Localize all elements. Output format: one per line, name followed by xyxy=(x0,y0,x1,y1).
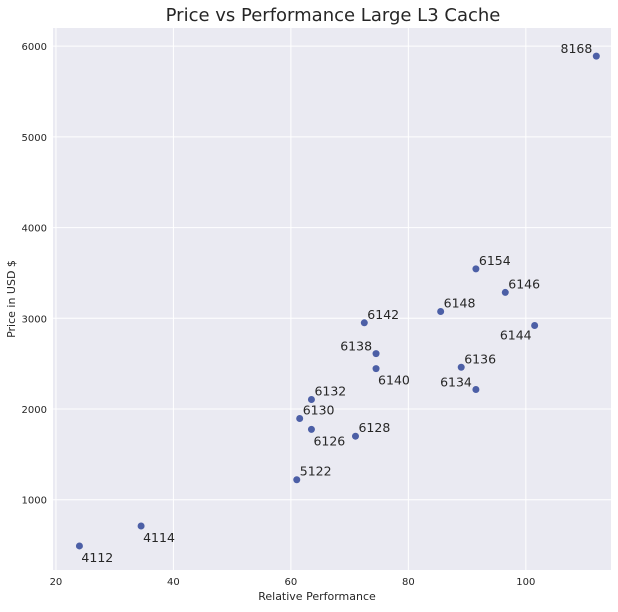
data-point xyxy=(501,288,509,296)
y-tick-labels: 1000 2000 3000 4000 5000 6000 xyxy=(22,42,47,507)
data-point xyxy=(296,415,304,423)
data-label: 4112 xyxy=(81,550,113,565)
x-tick-label: 20 xyxy=(50,577,63,588)
data-label: 4114 xyxy=(143,530,175,545)
y-tick-label: 5000 xyxy=(22,133,47,144)
data-label: 6146 xyxy=(508,276,540,291)
data-point xyxy=(75,542,83,550)
data-point xyxy=(372,350,380,358)
data-label: 6138 xyxy=(340,339,372,354)
grid xyxy=(53,28,611,570)
data-label: 5122 xyxy=(300,464,332,479)
data-label: 6126 xyxy=(313,433,345,448)
data-label: 6128 xyxy=(358,420,390,435)
data-label: 6130 xyxy=(303,403,335,418)
data-label: 8168 xyxy=(561,41,593,56)
data-point xyxy=(372,365,380,373)
data-labels: 8168 6154 6146 6148 6144 6142 6138 6140 6136 6134… xyxy=(81,41,592,565)
data-point xyxy=(472,385,480,393)
data-points xyxy=(75,52,600,550)
data-point xyxy=(137,522,145,530)
data-label: 6154 xyxy=(479,253,511,268)
x-tick-label: 60 xyxy=(285,577,298,588)
data-point xyxy=(351,432,359,440)
data-point xyxy=(592,52,600,60)
data-point xyxy=(293,476,301,484)
y-tick-label: 2000 xyxy=(22,405,47,416)
data-label: 6134 xyxy=(440,374,472,389)
data-label: 6132 xyxy=(314,383,346,398)
x-tick-label: 40 xyxy=(167,577,180,588)
y-tick-label: 3000 xyxy=(22,314,47,325)
chart-title: Price vs Performance Large L3 Cache xyxy=(166,5,501,26)
data-label: 6144 xyxy=(500,328,532,343)
y-tick-label: 1000 xyxy=(22,496,47,507)
data-point xyxy=(531,322,539,330)
plot-area xyxy=(53,28,611,570)
data-label: 6140 xyxy=(378,373,410,388)
x-tick-label: 80 xyxy=(402,577,415,588)
x-tick-labels: 20 40 60 80 100 xyxy=(50,577,536,588)
data-point xyxy=(472,265,480,273)
x-axis-label: Relative Performance xyxy=(258,590,376,603)
y-axis-label: Price in USD $ xyxy=(5,260,18,338)
data-point xyxy=(437,307,445,315)
data-point xyxy=(307,395,315,403)
data-label: 6136 xyxy=(464,351,496,366)
data-label: 6142 xyxy=(367,307,399,322)
data-point xyxy=(457,363,465,371)
data-point xyxy=(360,319,368,327)
y-tick-label: 6000 xyxy=(22,42,47,53)
x-tick-label: 100 xyxy=(516,577,535,588)
data-point xyxy=(307,425,315,433)
data-label: 6148 xyxy=(444,295,476,310)
y-tick-label: 4000 xyxy=(22,224,47,235)
